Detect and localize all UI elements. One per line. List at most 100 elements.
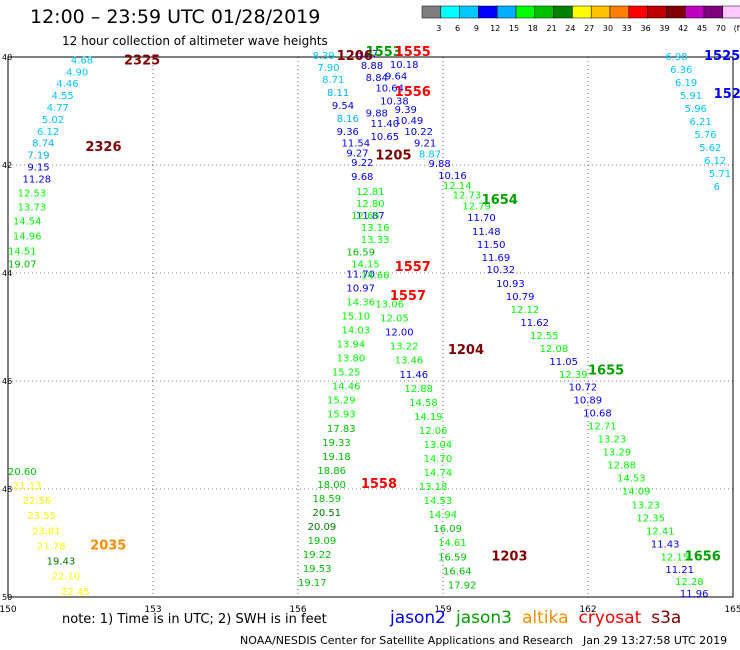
wave-height-label: 20.51	[313, 508, 342, 519]
wave-height-label: 21.13	[13, 481, 42, 492]
wave-height-label: 21.78	[37, 541, 66, 552]
wave-height-label: 9.36	[337, 127, 359, 138]
wave-height-label: 20.60	[8, 467, 37, 478]
pass-time-label: 152	[714, 87, 740, 102]
wave-height-label: 22.10	[52, 572, 81, 583]
wave-height-label: 7.90	[317, 63, 339, 74]
color-scale-label: 3	[436, 24, 441, 33]
wave-height-label: 15.10	[342, 311, 371, 322]
wave-height-label: 4.46	[56, 79, 78, 90]
wave-height-label: 13.22	[390, 342, 419, 353]
wave-height-label: 14.15	[351, 260, 380, 271]
color-scale-label: 18	[528, 24, 538, 33]
wave-height-label: 14.58	[409, 398, 438, 409]
wave-height-label: 6.36	[670, 65, 692, 76]
wave-height-label: 6.12	[37, 127, 59, 138]
wave-height-label: 9.27	[346, 148, 368, 159]
wave-height-label: 12.81	[356, 187, 385, 198]
color-scale-label: 36	[641, 24, 651, 33]
pass-time-label: 1203	[491, 549, 527, 564]
wave-height-label: 11.48	[472, 227, 501, 238]
pass-time-label: 2325	[124, 54, 160, 69]
wave-height-label: 13.06	[375, 300, 404, 311]
wave-height-label: 12.41	[646, 526, 675, 537]
wave-height-label: 14.19	[414, 412, 443, 423]
wave-height-label: 16.64	[443, 566, 472, 577]
color-scale-label: 33	[622, 24, 632, 33]
footer-timestamp: Jan 29 13:27:58 UTC 2019	[583, 634, 728, 647]
wave-height-label: 16.59	[346, 248, 375, 259]
wave-height-label: 14.53	[617, 473, 646, 484]
x-tick-label: 150	[0, 605, 17, 615]
wave-height-label: 6.19	[675, 78, 697, 89]
wave-height-label: 12.00	[385, 328, 414, 339]
x-tick-label: 165	[724, 605, 740, 615]
wave-height-label: 13.04	[424, 440, 453, 451]
y-tick-label: 48	[2, 485, 12, 494]
wave-height-label: 12.65	[351, 211, 380, 222]
wave-height-label: 15.29	[327, 396, 356, 407]
y-tick-label: 42	[2, 161, 12, 170]
wave-height-label: 12.08	[540, 344, 569, 355]
wave-height-label: 14.51	[8, 247, 37, 258]
wave-height-label: 11.40	[371, 119, 400, 130]
plot-frame	[7, 56, 734, 598]
wave-height-label: 12.88	[404, 384, 433, 395]
wave-height-label: 14.36	[346, 297, 375, 308]
color-scale-label: 21	[547, 24, 557, 33]
wave-height-label: 19.07	[8, 260, 37, 271]
color-scale-label: 70	[716, 24, 726, 33]
wave-height-label: 13.23	[632, 500, 661, 511]
satellite-legend: jason2 jason3 altika cryosat s3a	[390, 608, 691, 628]
pass-time-label: 2326	[85, 140, 121, 155]
wave-height-label: 5.96	[685, 104, 707, 115]
wave-height-label: 9.39	[395, 105, 417, 116]
pass-time-label: 1557	[390, 289, 426, 304]
satellite-legend-item: s3a	[651, 608, 682, 628]
wave-height-label: 9.88	[429, 159, 451, 170]
wave-height-label: 14.46	[332, 382, 361, 393]
wave-height-label: 15.25	[332, 368, 361, 379]
pass-time-label: 1656	[685, 549, 721, 564]
wave-height-label: 12.80	[356, 199, 385, 210]
wave-height-label: 10.49	[395, 116, 424, 127]
wave-height-label: 12.53	[18, 188, 47, 199]
wave-height-label: 17.83	[327, 424, 356, 435]
wave-height-label: 6	[714, 182, 720, 193]
wave-height-label: 10.64	[375, 84, 404, 95]
wave-height-label: 14.53	[424, 496, 453, 507]
wave-height-label: 8.11	[327, 88, 349, 99]
pass-time-label: 1204	[448, 343, 484, 358]
y-tick-label: 40	[2, 53, 12, 62]
wave-height-label: 10.16	[438, 171, 467, 182]
wave-height-label: 10.68	[583, 409, 612, 420]
wave-height-label: 19.53	[303, 564, 332, 575]
wave-height-label: 10.72	[569, 383, 598, 394]
wave-height-label: 12.55	[530, 331, 559, 342]
wave-height-label: 22.45	[61, 587, 90, 598]
wave-height-label: 9.15	[27, 162, 49, 173]
satellite-legend-item: jason3	[456, 608, 512, 628]
wave-height-label: 7.19	[27, 151, 49, 162]
wave-height-label: 6.21	[690, 117, 712, 128]
satellite-legend-item: cryosat	[578, 608, 642, 628]
wave-height-label: 6.98	[665, 52, 687, 63]
wave-height-label: 13.73	[18, 202, 47, 213]
wave-height-label: 6.12	[704, 156, 726, 167]
color-scale-label: 15	[509, 24, 519, 33]
wave-height-label: 8.84	[366, 73, 388, 84]
wave-height-label: 4.68	[71, 55, 93, 66]
wave-height-label: 5.62	[699, 143, 721, 154]
wave-height-label: 18.86	[317, 466, 346, 477]
y-tick-label: 50	[2, 593, 12, 602]
satellite-legend-item: altika	[522, 608, 569, 628]
wave-height-label: 4.90	[66, 67, 88, 78]
wave-height-label: 11.05	[549, 357, 578, 368]
wave-height-label: 13.18	[419, 482, 448, 493]
wave-height-label: 12.15	[661, 552, 690, 563]
wave-height-label: 12.12	[511, 305, 540, 316]
wave-height-label: 10.38	[380, 97, 409, 108]
pass-time-label: 1558	[361, 477, 397, 492]
